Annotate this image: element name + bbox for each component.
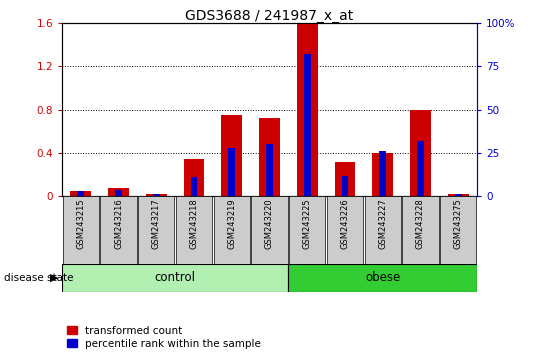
Text: GSM243215: GSM243215 [77,199,85,249]
Bar [62,264,288,292]
Text: GSM243275: GSM243275 [454,199,462,249]
Bar [448,194,468,196]
Text: GSM243226: GSM243226 [341,199,349,249]
Bar [191,177,197,196]
Bar [402,196,439,264]
Bar [153,194,160,196]
Bar [63,196,99,264]
Text: GSM243219: GSM243219 [227,199,236,249]
Bar [327,196,363,264]
Bar [146,194,167,196]
Bar [335,162,355,196]
Text: GSM243225: GSM243225 [303,199,312,249]
Text: GSM243217: GSM243217 [152,199,161,249]
Bar [176,196,212,264]
Bar [71,191,91,196]
Bar [100,196,137,264]
Bar [213,196,250,264]
Text: GDS3688 / 241987_x_at: GDS3688 / 241987_x_at [185,9,354,23]
Text: disease state: disease state [4,273,74,283]
Bar [259,118,280,196]
Bar [455,194,461,196]
Text: GSM243216: GSM243216 [114,199,123,249]
Text: control: control [155,272,196,284]
Bar [288,264,477,292]
Bar [410,110,431,196]
Bar [78,191,84,196]
Bar [222,115,242,196]
Text: GSM243220: GSM243220 [265,199,274,249]
Bar [108,188,129,196]
Bar [266,144,273,196]
Bar [297,24,317,196]
Bar [440,196,476,264]
Bar [342,176,348,196]
Bar [289,196,326,264]
Text: ▶: ▶ [50,273,58,283]
Bar [379,152,386,196]
Bar [372,153,393,196]
Text: GSM243227: GSM243227 [378,199,387,249]
Bar [229,148,235,196]
Bar [417,141,424,196]
Legend: transformed count, percentile rank within the sample: transformed count, percentile rank withi… [67,326,261,349]
Text: GSM243218: GSM243218 [190,199,198,249]
Bar [251,196,288,264]
Bar [184,159,204,196]
Bar [115,189,122,196]
Bar [304,54,310,196]
Bar [364,196,401,264]
Text: obese: obese [365,272,400,284]
Text: GSM243228: GSM243228 [416,199,425,249]
Bar [138,196,175,264]
